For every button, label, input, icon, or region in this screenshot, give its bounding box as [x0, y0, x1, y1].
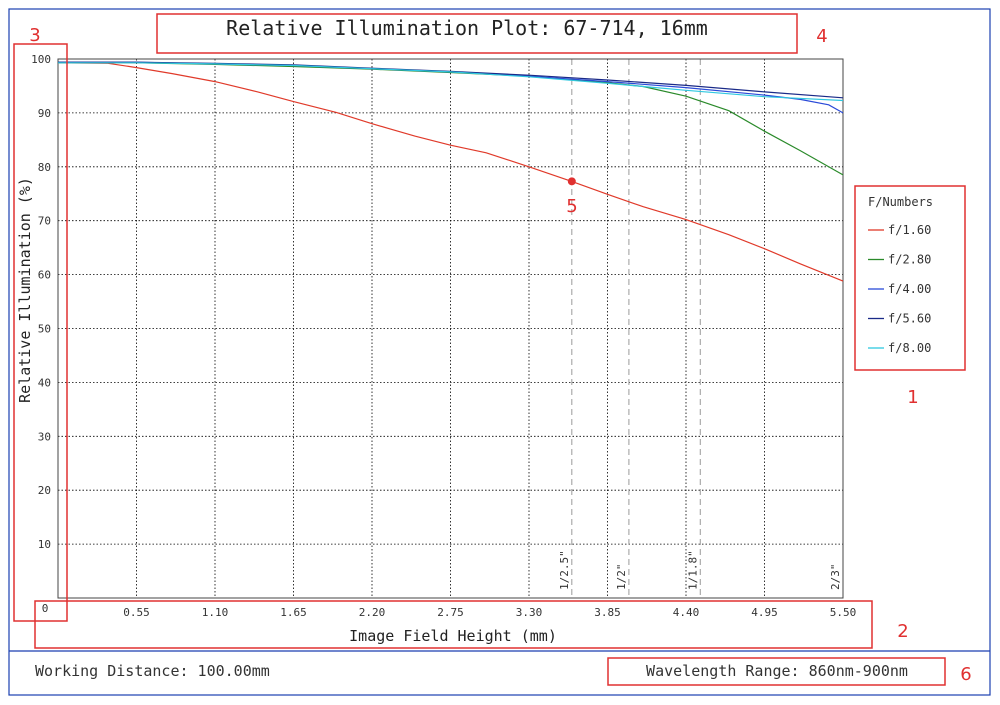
text-labels: Relative Illumination Plot: 67-714, 16mm…	[16, 16, 933, 680]
y-tick-label: 60	[38, 269, 51, 282]
legend-entry: f/8.00	[888, 341, 931, 355]
y-tick-label: 50	[38, 323, 51, 336]
annotation-number: 5	[566, 196, 577, 217]
outer-border	[8, 8, 991, 696]
y-axis-label: Relative Illumination (%)	[16, 177, 34, 403]
y-tick-label: 20	[38, 484, 51, 497]
annotation-number: 2	[897, 621, 908, 642]
plot-border	[57, 58, 844, 599]
annotation-box	[34, 600, 873, 649]
origin-label: 0	[42, 602, 49, 615]
sensor-marker-label: 1/2"	[615, 564, 628, 591]
x-tick-label: 1.65	[280, 606, 307, 619]
annotation-number: 6	[960, 664, 971, 685]
x-tick-label: 2.75	[437, 606, 464, 619]
working-distance-label: Working Distance: 100.00mm	[35, 662, 270, 680]
y-tick-label: 90	[38, 107, 51, 120]
legend: f/1.60 f/2.80 f/4.00 f/5.60 f/8.00	[854, 185, 966, 371]
marked-point	[567, 177, 576, 186]
x-tick-label: 0.55	[123, 606, 150, 619]
annotation-box	[607, 657, 946, 686]
sensor-marker-label: 1/2.5"	[558, 550, 571, 590]
legend-entry: f/2.80	[888, 253, 931, 267]
legend-box	[854, 185, 966, 371]
legend-entry: f/1.60	[888, 223, 931, 237]
y-tick-label: 40	[38, 376, 51, 389]
x-tick-label: 4.95	[751, 606, 778, 619]
x-tick-label: 3.30	[516, 606, 543, 619]
sensor-marker-label: 1/1.8"	[686, 550, 699, 590]
y-tick-label: 100	[31, 53, 51, 66]
sensor-marker-label: 2/3"	[829, 564, 842, 591]
legend-entry: f/4.00	[888, 282, 931, 296]
annotation-number: 3	[29, 25, 40, 46]
series-line-f160	[57, 62, 844, 282]
x-tick-label: 5.50	[830, 606, 857, 619]
y-tick-label: 30	[38, 430, 51, 443]
series-line-f800	[58, 62, 844, 102]
annotation-box	[13, 43, 68, 622]
legend-entry: f/5.60	[888, 312, 931, 326]
plot-area: 1/2.5" 1/2" 1/1.8" 2/3" 0.55 1.10 1.65 2.20 2.75…	[31, 53, 856, 619]
y-tick-label: 70	[38, 215, 51, 228]
annotation-number: 4	[816, 26, 827, 47]
y-tick-label: 10	[38, 538, 51, 551]
x-tick-label: 2.20	[359, 606, 386, 619]
x-tick-label: 4.40	[673, 606, 700, 619]
annotation-overlay: 1 2 3 4 5 6	[13, 13, 972, 686]
wavelength-range-label: Wavelength Range: 860nm-900nm	[646, 662, 908, 680]
annotation-number: 1	[907, 387, 918, 408]
x-tick-label: 3.85	[594, 606, 621, 619]
y-tick-label: 80	[38, 161, 51, 174]
annotation-box	[156, 13, 798, 54]
x-tick-label: 1.10	[202, 606, 229, 619]
legend-title: F/Numbers	[868, 195, 933, 209]
chart-title: Relative Illumination Plot: 67-714, 16mm	[226, 16, 708, 40]
x-axis-label: Image Field Height (mm)	[349, 627, 557, 645]
outer-frame	[8, 8, 991, 696]
